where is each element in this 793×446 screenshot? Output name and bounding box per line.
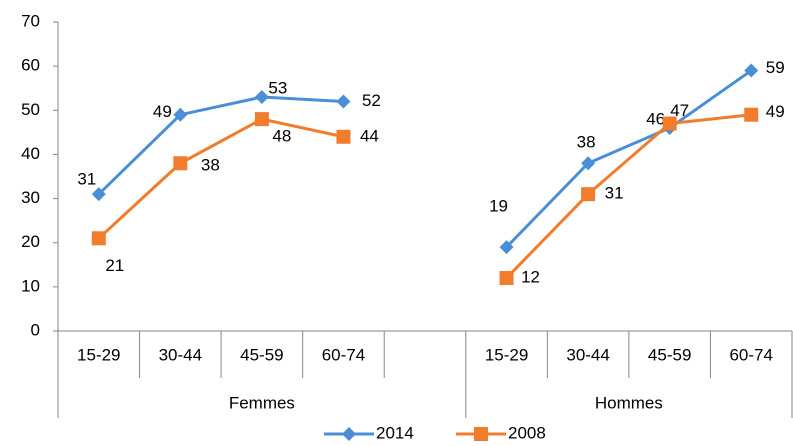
series-line [97,117,344,240]
marker [336,94,351,109]
y-tick-label: 30 [21,188,40,207]
x-tick-label: 45-59 [648,345,691,364]
legend-label: 2014 [376,423,414,442]
x-tick-label: 15-29 [77,345,120,364]
data-label: 31 [605,184,624,203]
marker [336,129,351,144]
x-tick-label: 30-44 [159,345,202,364]
y-tick-label: 60 [21,56,40,75]
series-line [97,95,344,196]
marker [581,187,596,202]
data-label: 38 [577,133,596,152]
data-label: 38 [201,156,220,175]
y-tick-label: 40 [21,144,40,163]
data-label: 46 [646,109,665,128]
y-tick-label: 70 [21,11,40,30]
data-label: 49 [766,102,785,121]
data-label: 44 [360,126,379,145]
group-label: Femmes [229,393,295,412]
marker [91,187,106,202]
marker [744,107,759,122]
marker [581,156,596,171]
marker [499,240,514,255]
legend-label: 2008 [508,423,546,442]
marker [744,63,759,78]
y-tick-label: 0 [31,320,40,339]
marker [254,90,269,105]
legend-marker [342,427,356,441]
marker [254,112,269,127]
data-label: 52 [362,91,381,110]
y-tick-label: 50 [21,100,40,119]
marker [662,116,677,131]
marker [499,271,514,286]
data-label: 53 [268,79,287,98]
legend-marker [474,427,488,441]
marker [173,107,188,122]
y-tick-label: 20 [21,232,40,251]
x-tick-label: 60-74 [729,345,772,364]
marker [91,231,106,246]
x-tick-label: 60-74 [322,345,365,364]
series-line [505,69,753,249]
data-label: 19 [489,197,508,216]
x-tick-label: 15-29 [485,345,528,364]
data-label: 59 [766,58,785,77]
data-label: 12 [521,268,540,287]
group-label: Hommes [595,393,663,412]
data-label: 31 [77,170,96,189]
y-tick-label: 10 [21,276,40,295]
data-label: 21 [105,256,124,275]
data-label: 49 [153,102,172,121]
data-label: 47 [670,101,689,120]
marker [173,156,188,171]
x-tick-label: 30-44 [566,345,609,364]
data-label: 48 [272,127,291,146]
series-line [505,113,752,280]
x-tick-label: 45-59 [240,345,283,364]
